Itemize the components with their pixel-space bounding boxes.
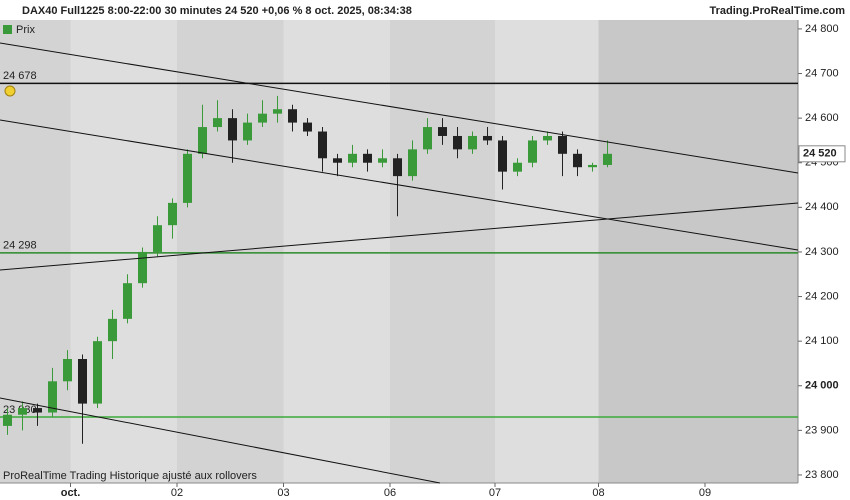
day-band [283,20,390,483]
candle-body [348,153,357,163]
day-band [0,20,71,483]
candle-body [228,118,237,141]
x-tick-label: oct. [61,487,81,499]
candle-body [198,127,207,154]
candle-body [513,162,522,172]
x-tick-label: 06 [384,487,396,499]
candle-body [558,135,567,154]
trend-lines [0,42,799,484]
y-tick-label: 23 900 [805,424,839,436]
day-band [705,20,798,483]
candle-body [393,158,402,177]
candle-body [453,135,462,150]
day-band [495,20,599,483]
candle-body [123,283,132,319]
candle-body [108,318,117,342]
y-tick-label: 24 700 [805,67,839,79]
candle-body [18,408,27,415]
day-band [177,20,284,483]
candle-body [93,341,102,404]
y-tick-label: 24 100 [805,335,839,347]
candle-body [483,135,492,141]
candle-body [183,153,192,203]
trend-line [0,202,799,271]
y-tick-label: 23 800 [805,469,839,481]
x-tick-label: 03 [277,487,289,499]
level-label: 24 298 [3,240,37,252]
candle-body [603,153,612,165]
y-tick-label: 24 600 [805,112,839,124]
candle-body [48,381,57,413]
chart-title: DAX40 Full1225 8:00-22:00 30 minutes 24 … [22,5,412,17]
y-tick-label: 24 400 [805,201,839,213]
legend-swatch [3,25,12,34]
candle-body [138,251,147,284]
candle-body [333,158,342,163]
candle-body [33,408,42,413]
y-tick-label: 24 000 [805,380,839,392]
candle-body [258,113,267,123]
last-price-label: 24 520 [803,148,837,160]
candle-body [273,109,282,114]
candle-body [543,135,552,141]
candle-body [78,358,87,404]
legend-label: Prix [16,24,35,36]
candle-body [243,122,252,141]
alert-icon [4,85,16,97]
x-tick-label: 09 [699,487,711,499]
candle-body [288,109,297,123]
day-band [390,20,495,483]
candle-body [498,140,507,172]
candle-body [438,127,447,136]
site-name: Trading.ProRealTime.com [709,5,845,17]
last-price-box [798,145,846,163]
candle-body [363,153,372,163]
candle-body [588,164,597,168]
level-label: 24 678 [3,70,37,82]
candle-body [468,135,477,150]
candle-body [528,140,537,163]
trend-line [0,397,441,484]
trend-line [0,42,799,174]
candle-body [408,149,417,177]
y-tick-label: 24 800 [805,23,839,35]
candle-body [168,202,177,226]
candle-body [318,131,327,159]
candle-body [303,122,312,132]
y-tick-label: 24 200 [805,290,839,302]
y-tick-label: 24 300 [805,246,839,258]
header-bar [0,0,850,20]
footer-note: ProRealTime Trading Historique ajusté au… [3,470,257,482]
x-tick-label: 02 [171,487,183,499]
candle-body [3,414,12,426]
day-band [598,20,705,483]
candle-body [63,358,72,382]
candle-body [378,158,387,163]
x-tick-label: 08 [592,487,604,499]
trend-line [0,119,799,251]
candle-body [153,225,162,252]
candle-body [213,118,222,128]
candle-body [573,153,582,168]
candle-body [423,127,432,150]
x-tick-label: 07 [489,487,501,499]
